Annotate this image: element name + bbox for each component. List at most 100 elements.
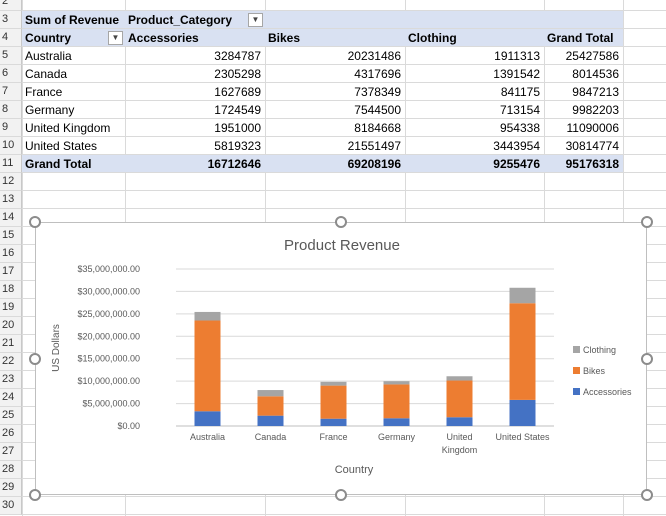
pivot-value-cell[interactable]: 5819323 (214, 139, 261, 153)
pivot-column-header[interactable]: Bikes (268, 31, 301, 45)
pivot-value-cell[interactable]: 11090006 (566, 121, 620, 135)
pivot-value-cell[interactable]: 954338 (499, 121, 540, 135)
pivot-row-label[interactable]: France (25, 85, 63, 99)
row-header[interactable]: 7 (0, 83, 22, 101)
column-filter-dropdown-icon[interactable]: ▼ (248, 13, 263, 27)
column-gridline (22, 0, 23, 516)
pivot-value-cell[interactable]: 1391542 (493, 67, 540, 81)
row-header[interactable]: 14 (0, 209, 22, 227)
pivot-row-label[interactable]: United Kingdom (25, 121, 111, 135)
pivot-value-cell[interactable]: 3284787 (214, 49, 261, 63)
pivot-value-cell[interactable]: 30814774 (565, 139, 619, 153)
pivot-value-cell[interactable]: 841175 (500, 85, 540, 99)
pivot-value-cell[interactable]: 4317696 (354, 67, 401, 81)
y-tick-label: $15,000,000.00 (77, 354, 140, 364)
row-header[interactable]: 10 (0, 137, 22, 155)
bar-bikes-united-states (509, 303, 536, 400)
pivot-value-cell[interactable]: 1627689 (214, 85, 261, 99)
bar-bikes-canada (257, 396, 284, 416)
bar-accessories-united-kingdom (446, 417, 473, 426)
pivot-value-cell[interactable]: 20231486 (347, 49, 401, 63)
row-header[interactable]: 5 (0, 47, 22, 65)
pivot-value-cell[interactable]: 3443954 (493, 139, 540, 153)
chart-resize-handle-left[interactable] (29, 353, 41, 365)
pivot-value-cell[interactable]: 7544500 (354, 103, 401, 117)
pivot-value-cell[interactable]: 713154 (499, 103, 540, 117)
row-header[interactable]: 15 (0, 227, 22, 245)
pivot-value-cell[interactable]: 1911313 (494, 49, 540, 63)
pivot-grand-total-cell[interactable]: 16712646 (207, 157, 261, 171)
row-header[interactable]: 26 (0, 425, 22, 443)
pivot-value-cell[interactable]: 1951000 (214, 121, 261, 135)
pivot-row-field[interactable]: Country (25, 31, 71, 45)
row-header[interactable]: 30 (0, 497, 22, 515)
pivot-value-cell[interactable]: 1724549 (214, 103, 261, 117)
row-header[interactable]: 19 (0, 299, 22, 317)
row-header[interactable]: 8 (0, 101, 22, 119)
row-header[interactable]: 4 (0, 29, 22, 47)
bar-clothing-germany (383, 381, 410, 385)
pivot-column-header[interactable]: Grand Total (547, 31, 614, 45)
pivot-grand-total-label[interactable]: Grand Total (25, 157, 92, 171)
chart-resize-handle-right[interactable] (641, 353, 653, 365)
pivot-value-cell[interactable]: 8014536 (572, 67, 619, 81)
y-tick-label: $10,000,000.00 (77, 376, 140, 386)
legend-swatch-clothing (573, 346, 580, 353)
row-header[interactable]: 18 (0, 281, 22, 299)
pivot-value-cell[interactable]: 9982203 (572, 103, 619, 117)
pivot-value-cell[interactable]: 21551497 (347, 139, 401, 153)
row-header[interactable]: 6 (0, 65, 22, 83)
pivot-values-label[interactable]: Sum of Revenue (25, 13, 120, 27)
pivot-row-label[interactable]: Germany (25, 103, 75, 117)
row-header[interactable]: 13 (0, 191, 22, 209)
row-header[interactable]: 16 (0, 245, 22, 263)
pivot-row-label[interactable]: Canada (25, 67, 68, 81)
legend-swatch-bikes (573, 367, 580, 374)
row-header[interactable]: 3 (0, 11, 22, 29)
row-gridline (22, 208, 666, 209)
row-header[interactable]: 9 (0, 119, 22, 137)
pivot-column-header[interactable]: Accessories (128, 31, 199, 45)
row-header[interactable]: 24 (0, 389, 22, 407)
row-header[interactable]: 12 (0, 173, 22, 191)
row-header[interactable]: 25 (0, 407, 22, 425)
row-header[interactable]: 29 (0, 479, 22, 497)
chart-resize-handle-bottom[interactable] (335, 489, 347, 501)
pivot-value-cell[interactable]: 8184668 (354, 121, 401, 135)
chart-resize-handle-top-left[interactable] (29, 216, 41, 228)
row-filter-dropdown-icon[interactable]: ▼ (108, 31, 123, 45)
y-tick-label: $0.00 (117, 421, 140, 431)
row-header[interactable]: 22 (0, 353, 22, 371)
row-header[interactable]: 21 (0, 335, 22, 353)
chart-resize-handle-top[interactable] (335, 216, 347, 228)
pivot-value-cell[interactable]: 7378349 (354, 85, 401, 99)
pivot-grand-total-cell[interactable]: 9255476 (493, 157, 540, 171)
chart-resize-handle-top-right[interactable] (641, 216, 653, 228)
row-header[interactable]: 23 (0, 371, 22, 389)
row-header[interactable]: 2 (0, 0, 22, 11)
row-header[interactable]: 11 (0, 155, 22, 173)
pivot-row-label[interactable]: Australia (25, 49, 72, 63)
pivot-value-cell[interactable]: 9847213 (572, 85, 619, 99)
bar-accessories-france (320, 418, 347, 426)
x-tick-label: Australia (190, 432, 225, 442)
pivot-value-cell[interactable]: 25427586 (565, 49, 619, 63)
product-revenue-chart[interactable]: Product Revenue $0.00 $5,000,000.00 $10,000… (35, 222, 647, 495)
pivot-grand-total-cell[interactable]: 95176318 (565, 157, 619, 171)
legend-label-bikes: Bikes (583, 366, 606, 376)
chart-resize-handle-bottom-left[interactable] (29, 489, 41, 501)
row-header[interactable]: 20 (0, 317, 22, 335)
pivot-value-cell[interactable]: 2305298 (214, 67, 261, 81)
pivot-grand-total-cell[interactable]: 69208196 (347, 157, 401, 171)
bar-clothing-united-kingdom (446, 376, 473, 381)
row-header[interactable]: 27 (0, 443, 22, 461)
pivot-column-field[interactable]: Product_Category (128, 13, 233, 27)
y-tick-label: $25,000,000.00 (77, 309, 140, 319)
row-header[interactable]: 28 (0, 461, 22, 479)
bar-clothing-united-states (509, 287, 536, 304)
pivot-row-label[interactable]: United States (25, 139, 98, 153)
pivot-column-header[interactable]: Clothing (408, 31, 457, 45)
row-header[interactable]: 17 (0, 263, 22, 281)
chart-resize-handle-bottom-right[interactable] (641, 489, 653, 501)
